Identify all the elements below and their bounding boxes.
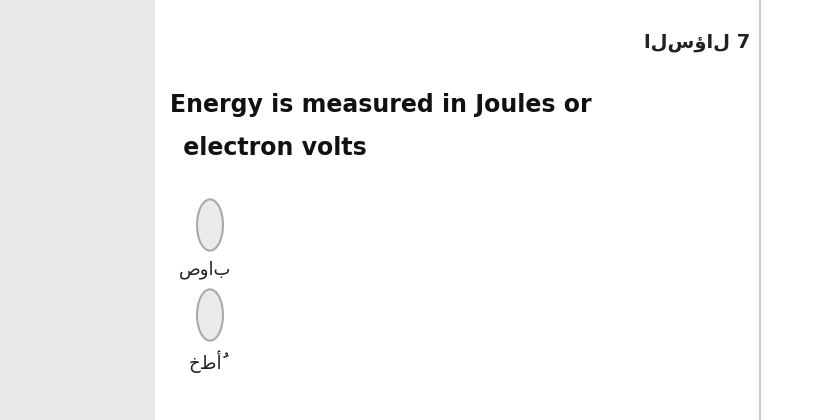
Ellipse shape bbox=[197, 289, 222, 341]
Text: صواب: صواب bbox=[179, 260, 231, 278]
Text: electron volts: electron volts bbox=[174, 136, 366, 160]
Text: خطأُ: خطأُ bbox=[188, 350, 222, 373]
Ellipse shape bbox=[197, 200, 222, 251]
Text: Energy is measured in Joules or: Energy is measured in Joules or bbox=[170, 93, 591, 117]
Bar bbox=[0, 0, 155, 420]
Text: السؤال 7: السؤال 7 bbox=[643, 32, 749, 52]
Bar bbox=[155, 0, 827, 420]
